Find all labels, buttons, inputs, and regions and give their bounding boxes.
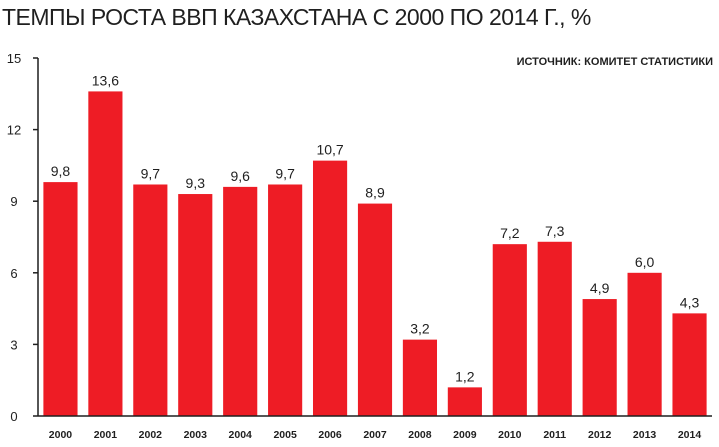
axes-group: 0 3 6 9 12 15 2000 2001 2002 2003 2004 2005 2006 2007… <box>7 51 712 441</box>
y-tick-label: 6 <box>10 266 17 281</box>
x-tick-label: 2000 <box>49 429 73 441</box>
x-tick-label: 2002 <box>139 429 163 441</box>
x-tick-label: 2007 <box>363 429 387 441</box>
bar-value-label: 9,7 <box>141 165 161 181</box>
bar-value-label: 13,6 <box>92 72 119 88</box>
chart-title: ТЕМПЫ РОСТА ВВП КАЗАХСТАНА С 2000 ПО 201… <box>2 4 591 30</box>
bar-value-label: 6,0 <box>635 254 655 270</box>
bar-value-label: 8,9 <box>365 185 385 201</box>
bar <box>537 241 572 416</box>
x-tick-label: 2014 <box>678 429 702 441</box>
x-tick-label: 2012 <box>588 429 612 441</box>
bar-value-label: 9,8 <box>51 163 71 179</box>
y-tick-label: 12 <box>7 123 21 138</box>
bar <box>43 182 78 416</box>
bar <box>492 244 527 416</box>
bar-value-label: 3,2 <box>410 321 430 337</box>
bar <box>582 299 617 416</box>
bar-value-label: 9,3 <box>186 175 206 191</box>
bar <box>357 203 393 416</box>
y-tick-label: 9 <box>10 194 17 209</box>
x-tick-label: 2003 <box>184 429 208 441</box>
bar-value-label: 9,6 <box>230 168 250 184</box>
bar-value-label: 4,3 <box>680 294 700 310</box>
bar-value-label: 1,2 <box>455 368 475 384</box>
bar <box>268 184 303 416</box>
bar-value-label: 10,7 <box>316 142 343 158</box>
bar-value-label: 9,7 <box>275 165 295 181</box>
x-tick-label: 2010 <box>498 429 522 441</box>
bar <box>402 339 438 416</box>
x-tick-label: 2004 <box>229 429 253 441</box>
x-tick-label: 2005 <box>273 429 297 441</box>
bar <box>312 160 348 416</box>
x-tick-label: 2001 <box>94 429 118 441</box>
bar <box>223 186 258 416</box>
source-note: ИСТОЧНИК: КОМИТЕТ СТАТИСТИКИ <box>516 56 713 68</box>
x-tick-label: 2008 <box>408 429 432 441</box>
x-tick-label: 2011 <box>543 429 566 441</box>
bar <box>672 313 707 416</box>
bar-value-label: 7,3 <box>545 223 565 239</box>
bar-value-label: 4,9 <box>590 280 610 296</box>
x-tick-label: 2006 <box>318 429 342 441</box>
y-tick-label: 3 <box>10 337 17 352</box>
x-tick-label: 2009 <box>453 429 477 441</box>
bar <box>133 184 168 416</box>
bar <box>627 272 662 416</box>
bar <box>447 387 482 416</box>
x-tick-label: 2013 <box>633 429 657 441</box>
bars-group: 9,8 13,6 9,7 9,3 9,6 9,7 10,7 8,9 3,2 1,2 7,2 7,3 4,… <box>43 72 707 416</box>
y-tick-label: 15 <box>7 51 21 66</box>
bar <box>178 194 213 416</box>
bar <box>88 91 123 416</box>
y-tick-label: 0 <box>10 409 17 424</box>
bar-value-label: 7,2 <box>500 225 520 241</box>
